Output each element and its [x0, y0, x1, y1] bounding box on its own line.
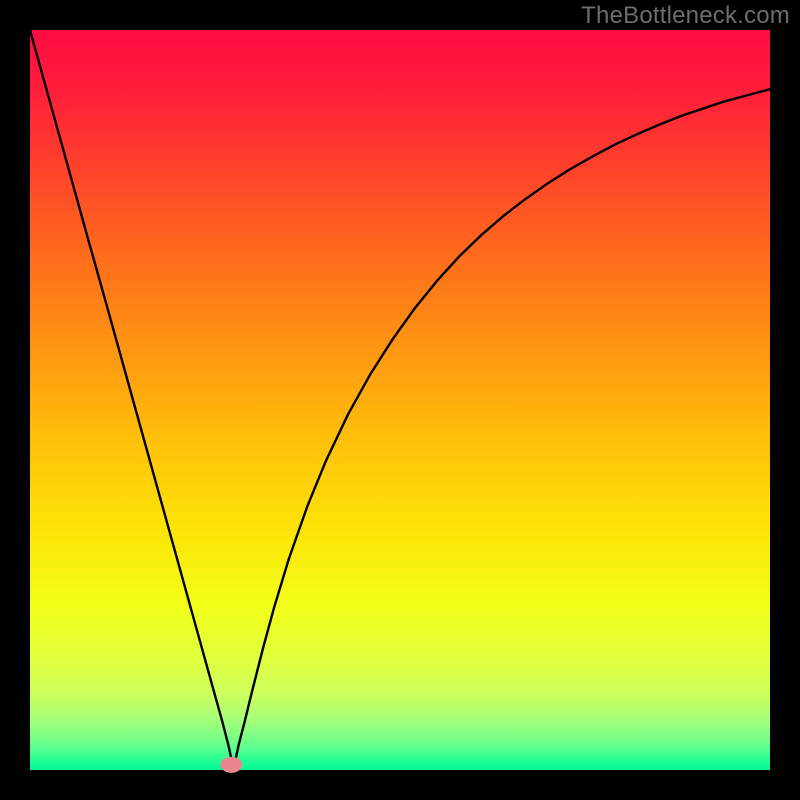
- chart-svg: [0, 0, 800, 800]
- chart-stage: TheBottleneck.com: [0, 0, 800, 800]
- dip-marker: [220, 757, 242, 773]
- watermark-text: TheBottleneck.com: [581, 2, 790, 30]
- plot-gradient-area: [30, 30, 770, 770]
